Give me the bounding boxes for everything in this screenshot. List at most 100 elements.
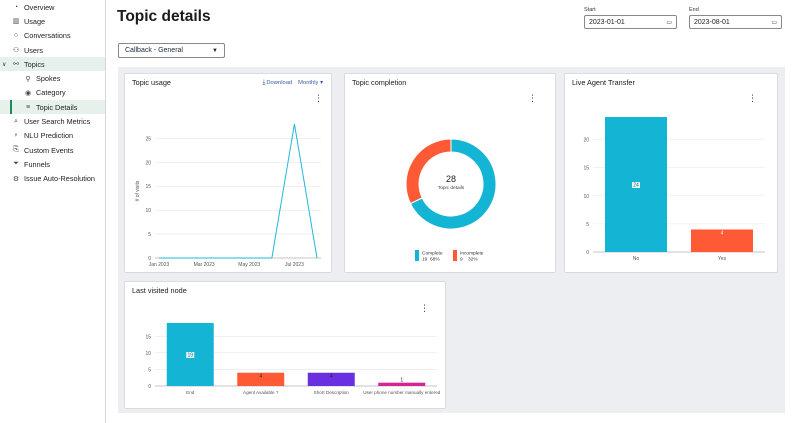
donut-center-label: Topic details [438, 185, 465, 191]
sidebar-item-topics[interactable]: ∨ ⚯ Topics [0, 57, 105, 72]
x-tick-label: No [633, 256, 640, 262]
y-tick-label: 15 [583, 166, 589, 172]
y-tick-label: 0 [148, 256, 151, 262]
y-tick-label: 10 [145, 208, 151, 214]
slice-incomplete [405, 138, 452, 205]
live-agent-transfer-chart: 0 5 10 15 20 24 No 4 Yes [583, 117, 765, 262]
page-title: Topic details [117, 8, 211, 25]
last-visited-node-card: Last visited node ⋮ 0 5 10 15 19 End 4 Agent Av… [124, 281, 446, 409]
download-button[interactable]: ⤓Download [263, 79, 293, 87]
sidebar-item-conversations[interactable]: ○ Conversations [0, 29, 105, 43]
x-tick-label: End [186, 390, 195, 395]
legend-count: 19 [422, 257, 428, 263]
sidebar-item-category[interactable]: ◉ Category [0, 86, 105, 100]
y-tick-label: 15 [145, 184, 151, 190]
sidebar-item-nlu-prediction[interactable]: ♀ NLU Prediction [0, 129, 105, 143]
kebab-menu-icon[interactable]: ⋮ [420, 303, 429, 313]
sidebar-item-label: Topic Details [36, 102, 78, 112]
bar-1 [237, 372, 285, 386]
chart-icon: ▥ [12, 18, 20, 26]
y-tick-label: 5 [586, 222, 589, 228]
start-date-input[interactable]: 2023-01-01 ▭ [584, 15, 677, 29]
card-title: Live Agent Transfer [572, 78, 635, 87]
topic-select[interactable]: Callback - General ▼ [118, 43, 225, 58]
sidebar-item-user-search-metrics[interactable]: ⌕ User Search Metrics [0, 114, 105, 128]
kebab-menu-icon[interactable]: ⋮ [748, 93, 757, 103]
data-label-bg [632, 182, 640, 188]
funnel-icon: ⏷ [13, 160, 19, 168]
x-tick-label: Mar 2023 [194, 262, 215, 268]
calendar-icon[interactable]: ▭ [771, 19, 777, 26]
sidebar-item-usage[interactable]: ▥ Usage [0, 14, 105, 28]
sidebar-item-label: Spokes [36, 74, 61, 84]
topic-select-value: Callback - General [125, 47, 183, 54]
bar-3 [378, 382, 426, 386]
sidebar-item-funnels[interactable]: ⏷ Funnels [0, 157, 105, 171]
bar-2 [307, 372, 355, 386]
dashboard-grid: Topic usage ⤓Download Monthly ▾ ⋮ 0 5 10 15… [118, 67, 785, 413]
bulb-icon: ♀ [13, 132, 19, 140]
download-icon: ⤓ [262, 79, 266, 86]
sidebar-item-spokes[interactable]: ⚲ Spokes [0, 71, 105, 85]
y-tick-label: 25 [145, 136, 151, 142]
download-label: Download [266, 80, 293, 86]
x-tick-label: May 2023 [238, 262, 260, 268]
data-label-bg [186, 352, 195, 358]
eye-icon: ◉ [24, 89, 32, 97]
sidebar-item-users[interactable]: ⚇ Users [0, 43, 105, 57]
y-tick-label: 10 [145, 351, 151, 357]
sidebar-item-label: Issue Auto-Resolution [24, 174, 95, 184]
end-date-value: 2023-08-01 [694, 18, 730, 26]
x-tick-label: Agent Available ? [243, 390, 279, 395]
interval-label: Monthly [298, 80, 319, 86]
topic-usage-card: Topic usage ⤓Download Monthly ▾ ⋮ 0 5 10 15… [124, 73, 332, 273]
data-label: 19 [187, 353, 193, 359]
end-date-group: End 2023-08-01 ▭ [689, 7, 782, 29]
sidebar-item-topic-details[interactable]: ≡ Topic Details [0, 100, 105, 115]
chat-icon: ○ [13, 32, 19, 40]
calendar-icon[interactable]: ▭ [666, 19, 672, 26]
spokes-icon: ⚲ [25, 75, 31, 83]
y-tick-label: 5 [148, 232, 151, 238]
y-tick-label: 0 [148, 384, 151, 390]
chevron-down-icon[interactable]: ∨ [2, 61, 7, 68]
interval-select[interactable]: Monthly ▾ [298, 80, 323, 86]
x-tick-label: User phone number manually entered [363, 390, 441, 395]
sidebar-nav: ◔ Overview ▥ Usage ○ Conversations ⚇ Users ∨ ⚯ Top… [0, 0, 105, 186]
y-tick-label: 10 [583, 194, 589, 200]
sidebar-item-label: Usage [24, 16, 46, 26]
sidebar: ◔ Overview ▥ Usage ○ Conversations ⚇ Users ∨ ⚯ Top… [0, 0, 106, 423]
y-axis-label: # of visits [135, 180, 141, 201]
y-tick-label: 5 [148, 367, 151, 373]
chevron-down-icon: ▼ [212, 47, 218, 54]
sidebar-item-custom-events[interactable]: ⎘ Custom Events [0, 143, 105, 157]
data-label: 4 [259, 374, 262, 380]
y-tick-label: 20 [145, 160, 151, 166]
legend-percent: 32% [468, 257, 478, 263]
legend-label: Incomplete [460, 251, 484, 257]
card-title: Topic completion [352, 78, 407, 87]
legend-percent: 68% [430, 257, 440, 263]
sidebar-item-overview[interactable]: ◔ Overview [0, 0, 105, 14]
end-date-input[interactable]: 2023-08-01 ▭ [689, 15, 782, 29]
start-date-label: Start [584, 7, 596, 13]
x-tick-label: Jul 2023 [285, 262, 304, 268]
live-agent-transfer-card: Live Agent Transfer ⋮ 0 5 10 15 20 24 No 4 Yes [564, 73, 778, 273]
main-content: Topic details Start 2023-01-01 ▭ End 202… [107, 0, 800, 423]
legend-count: 9 [460, 257, 463, 263]
sidebar-item-issue-auto-resolution[interactable]: ⚙ Issue Auto-Resolution [0, 172, 105, 186]
x-tick-label: Yes [718, 256, 727, 262]
legend-swatch [415, 250, 419, 261]
kebab-menu-icon[interactable]: ⋮ [528, 93, 537, 103]
topic-completion-card: Topic completion ⋮ 28 Topic details Comple… [344, 73, 556, 273]
sidebar-item-label: User Search Metrics [24, 117, 91, 127]
donut-center-value: 28 [446, 174, 456, 184]
card-tools: ⤓Download Monthly ▾ [263, 79, 324, 87]
kebab-menu-icon[interactable]: ⋮ [314, 93, 323, 103]
gauge-icon: ◔ [13, 3, 19, 11]
data-label: 4 [330, 374, 333, 380]
data-label: 4 [721, 231, 724, 237]
sidebar-item-label: Users [24, 45, 44, 55]
gear-icon: ⚙ [12, 175, 20, 183]
